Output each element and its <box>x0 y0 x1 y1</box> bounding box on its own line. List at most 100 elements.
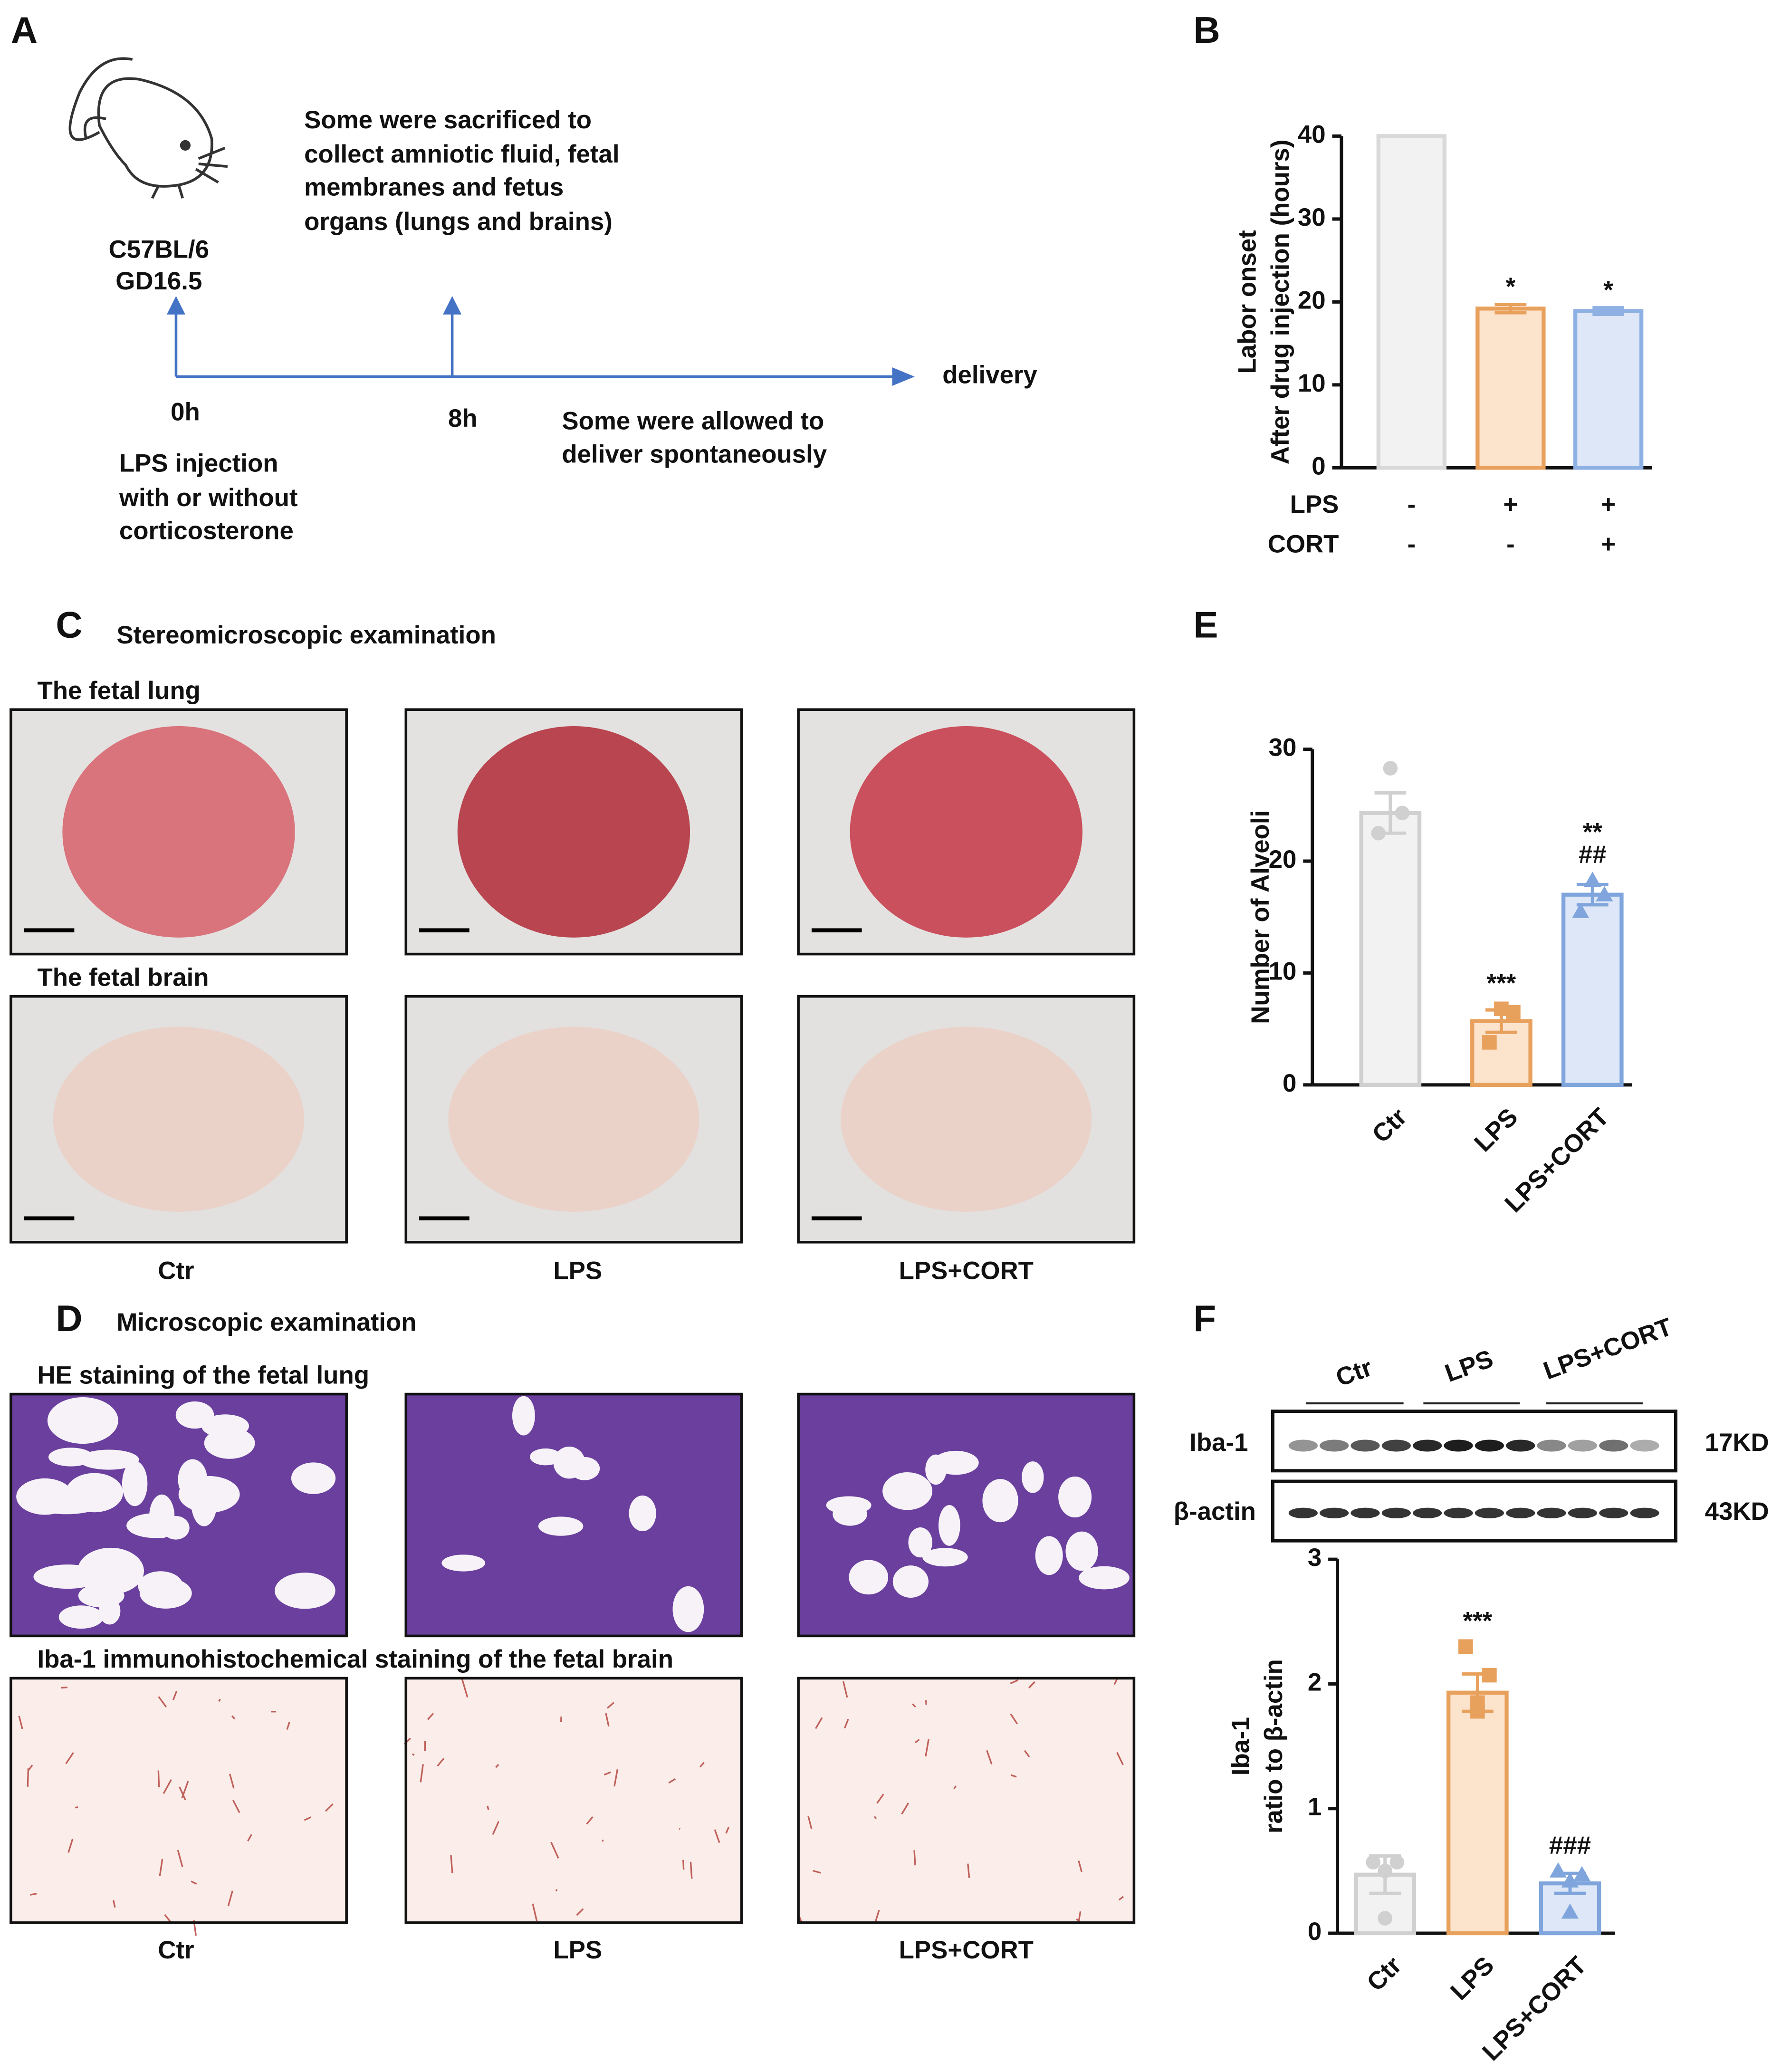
stain <box>495 1764 499 1768</box>
stain <box>18 1716 23 1729</box>
significance: * <box>1603 276 1613 304</box>
panel-label: B <box>1194 10 1220 51</box>
stain <box>177 1850 183 1867</box>
bar <box>1561 892 1624 1087</box>
stain <box>1078 1861 1082 1872</box>
photo-frame <box>797 1677 1136 1924</box>
blot-size: 17KD <box>1705 1429 1769 1457</box>
y-tick-label: 1 <box>1308 1793 1322 1821</box>
row-label: Iba-1 immunohistochemical staining of th… <box>37 1645 673 1673</box>
stain <box>229 1774 235 1789</box>
alveolus <box>66 1473 123 1513</box>
timeline-end: delivery <box>942 361 1037 389</box>
organ <box>841 1026 1092 1212</box>
alveolus <box>175 1401 214 1429</box>
photo <box>404 1392 743 1638</box>
photo <box>404 995 743 1244</box>
significance: ## <box>1579 841 1607 869</box>
stain <box>799 1917 803 1923</box>
band <box>1630 1439 1659 1452</box>
stain <box>555 1889 558 1891</box>
panel-title: Stereomicroscopic examination <box>116 621 496 649</box>
point <box>1596 886 1613 902</box>
band <box>1537 1507 1566 1518</box>
point <box>1371 825 1386 841</box>
alveolus <box>922 1548 968 1567</box>
photo-bg <box>798 1678 1134 1923</box>
x-tick-label: Ctr <box>1367 1103 1412 1149</box>
bar <box>1475 307 1546 470</box>
significance: * <box>1506 273 1516 301</box>
stain <box>232 1800 240 1813</box>
alveolus <box>1065 1531 1098 1571</box>
row-name: CORT <box>1268 530 1339 558</box>
stain <box>814 1717 823 1729</box>
alveolus <box>33 1564 102 1589</box>
point <box>1458 1639 1473 1654</box>
alveolus <box>1022 1461 1044 1493</box>
stain <box>1078 1911 1082 1921</box>
stain <box>164 1914 172 1923</box>
note: with or without <box>119 484 298 512</box>
row-label: HE staining of the fetal lung <box>37 1361 369 1389</box>
stain <box>163 1779 172 1794</box>
y-tick-label: 20 <box>1298 286 1326 314</box>
stain <box>437 1758 445 1767</box>
photo <box>797 1677 1136 1924</box>
panel-label: D <box>56 1298 82 1339</box>
x-tick-label: LPS <box>1469 1103 1523 1157</box>
row-value: + <box>1503 490 1518 518</box>
photo-frame <box>404 708 743 956</box>
alveolus <box>204 1427 255 1459</box>
photo <box>797 995 1136 1244</box>
stain <box>112 1899 116 1908</box>
stain <box>30 1892 37 1896</box>
photo <box>403 1677 743 1924</box>
alveolus <box>16 1478 74 1515</box>
panel-label: F <box>1194 1298 1216 1339</box>
band <box>1288 1439 1318 1452</box>
stain <box>325 1803 334 1812</box>
band <box>1413 1439 1442 1452</box>
stain <box>586 1816 594 1825</box>
bar <box>1470 1019 1532 1087</box>
band <box>1568 1507 1598 1518</box>
alveolus <box>538 1516 584 1536</box>
alveolus <box>291 1462 336 1494</box>
photo-bg <box>406 1678 742 1923</box>
alveolus <box>275 1573 335 1609</box>
alveolus <box>892 1565 929 1598</box>
point <box>1378 1863 1393 1879</box>
band <box>1568 1439 1598 1452</box>
stain <box>682 1860 685 1870</box>
row-value: + <box>1601 530 1616 558</box>
photos <box>10 708 1136 1936</box>
significance: *** <box>1463 1607 1493 1635</box>
blot-bands <box>1288 1439 1659 1518</box>
group-label: LPS+CORT <box>899 1257 1034 1285</box>
photo-frame <box>10 1677 348 1924</box>
lane-group: LPS+CORT <box>1540 1313 1676 1385</box>
y-tick-label: 2 <box>1308 1668 1322 1696</box>
group-label: LPS+CORT <box>899 1936 1034 1964</box>
stain <box>218 1698 221 1702</box>
stain <box>450 1855 453 1873</box>
point <box>1561 1903 1579 1919</box>
blot-size: 43KD <box>1705 1497 1769 1525</box>
bar <box>1573 309 1644 470</box>
stain <box>690 1861 693 1879</box>
stain <box>714 1829 720 1843</box>
stain <box>1028 1681 1035 1688</box>
band <box>1444 1439 1473 1452</box>
stain <box>842 1681 848 1698</box>
band <box>1630 1507 1659 1518</box>
stain <box>967 1863 970 1878</box>
stain <box>576 1908 584 1916</box>
error-bar <box>1592 306 1625 317</box>
stain <box>986 1750 993 1765</box>
stain <box>876 1794 884 1804</box>
point <box>1561 1872 1579 1888</box>
alveolus <box>982 1479 1018 1523</box>
